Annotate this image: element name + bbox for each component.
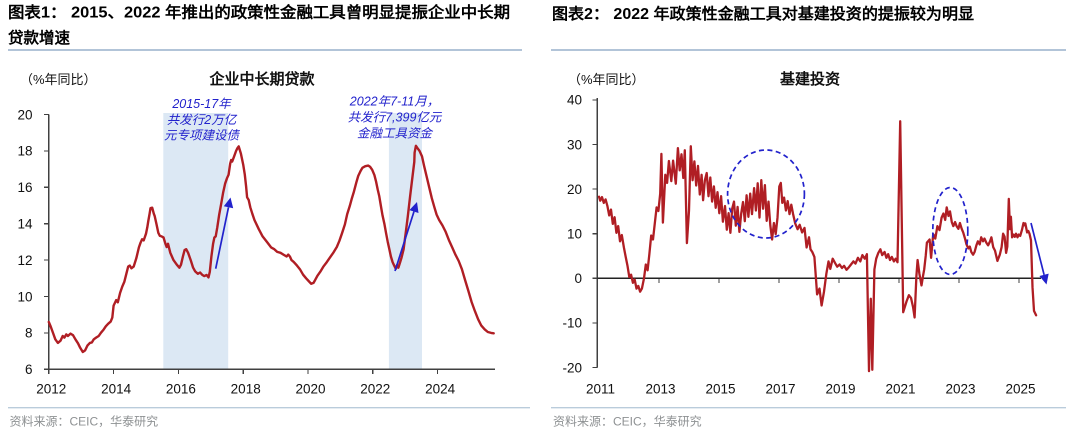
svg-text:12: 12 [17,253,32,268]
svg-text:2022: 2022 [360,382,390,397]
svg-text:6: 6 [25,362,33,377]
svg-text:2015: 2015 [705,382,735,397]
svg-text:18: 18 [17,144,32,159]
svg-text:2021: 2021 [885,382,915,397]
svg-text:10: 10 [567,227,582,242]
svg-text:2011: 2011 [586,382,615,397]
svg-text:40: 40 [567,93,582,108]
svg-text:30: 30 [567,137,582,152]
svg-text:金融工具资金: 金融工具资金 [357,127,434,141]
svg-text:图表1： 2015、2022 年推出的政策性金融工具曾明显: 图表1： 2015、2022 年推出的政策性金融工具曾明显提振企业中长期 [8,3,510,22]
svg-text:共发行7,399亿元: 共发行7,399亿元 [348,111,443,125]
svg-text:14: 14 [17,217,33,232]
svg-text:企业中长期贷款: 企业中长期贷款 [208,70,315,88]
svg-text:图表2： 2022 年政策性金融工具对基建投资的提振较为明: 图表2： 2022 年政策性金融工具对基建投资的提振较为明显 [552,4,975,23]
svg-text:2020: 2020 [295,382,325,397]
svg-text:共发行2万亿: 共发行2万亿 [167,113,238,127]
svg-text:0: 0 [574,271,582,286]
svg-text:2017: 2017 [765,382,795,397]
svg-text:2014: 2014 [101,382,132,397]
svg-text:-20: -20 [562,360,582,375]
svg-text:10: 10 [17,289,32,304]
svg-text:2016: 2016 [166,382,196,397]
svg-text:资料来源：CEIC，华泰研究: 资料来源：CEIC，华泰研究 [553,414,702,429]
svg-text:2024: 2024 [425,382,456,397]
svg-text:2013: 2013 [645,382,675,397]
svg-text:2025: 2025 [1005,382,1035,397]
svg-text:元专项建设债: 元专项建设债 [164,129,241,143]
svg-text:2022年7-11月，: 2022年7-11月， [349,95,439,109]
svg-text:2019: 2019 [825,382,855,397]
svg-text:2012: 2012 [36,382,66,397]
svg-text:（%年同比）: （%年同比） [20,72,97,87]
svg-text:20: 20 [17,107,32,122]
svg-text:贷款增速: 贷款增速 [8,28,71,47]
svg-text:16: 16 [17,180,32,195]
svg-text:2018: 2018 [231,382,261,397]
svg-text:8: 8 [25,326,33,341]
svg-text:-10: -10 [562,316,582,331]
svg-text:20: 20 [567,182,582,197]
svg-text:基建投资: 基建投资 [779,70,840,88]
svg-text:2015-17年: 2015-17年 [171,97,232,111]
svg-text:资料来源：CEIC，华泰研究: 资料来源：CEIC，华泰研究 [10,414,159,429]
svg-text:（%年同比）: （%年同比） [568,72,645,87]
svg-text:2023: 2023 [945,382,975,397]
